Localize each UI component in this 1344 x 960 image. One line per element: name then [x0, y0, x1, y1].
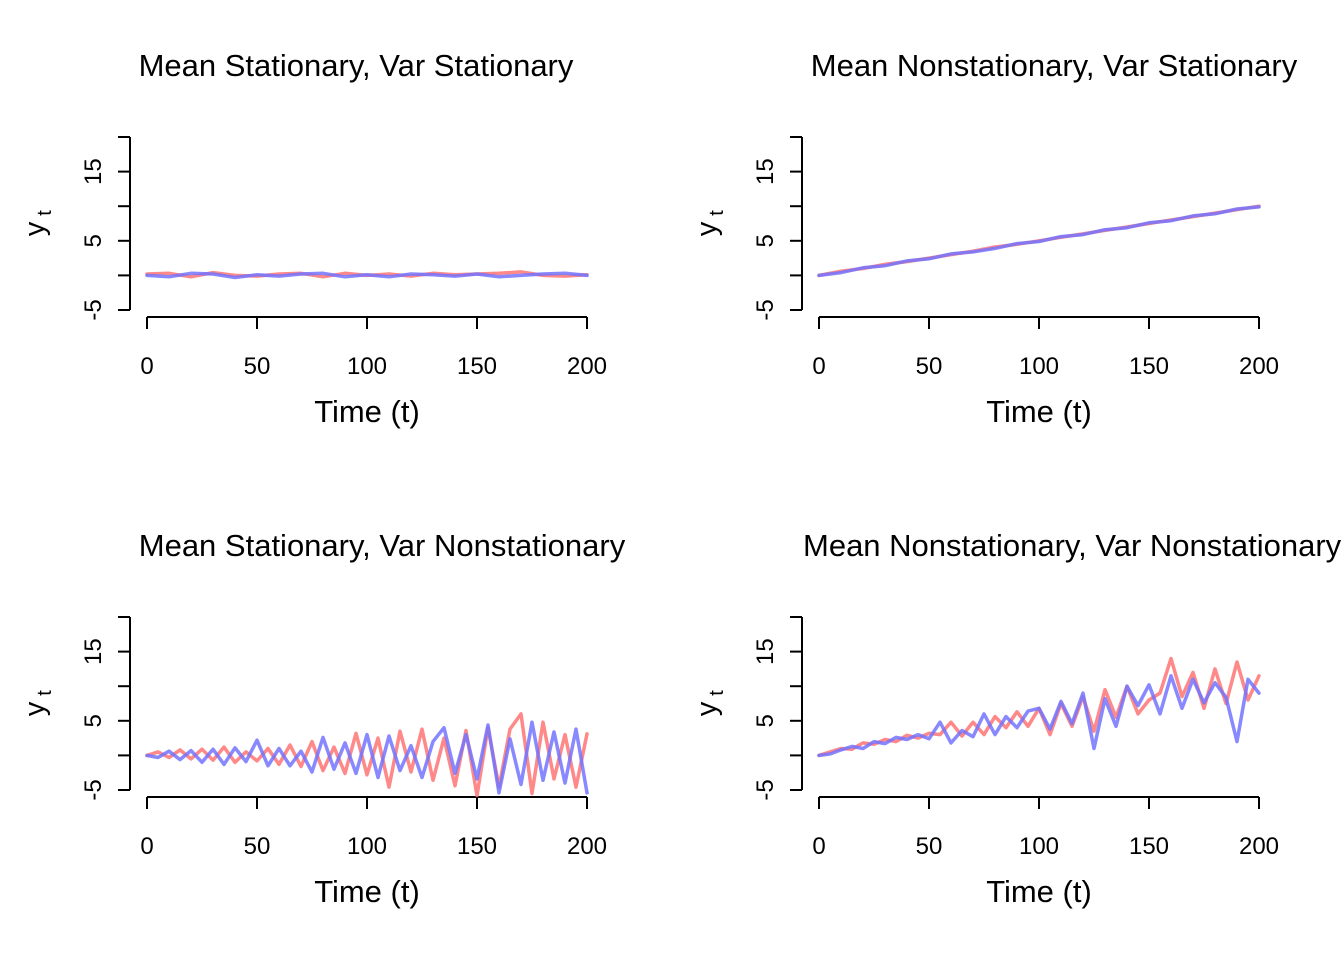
panel-mean-nonstat-var-nonstat: Mean Nonstationary, Var Nonstationary Ti…	[691, 528, 1342, 909]
x-tick-label: 150	[457, 353, 497, 380]
y-tick-label: -5	[80, 299, 107, 320]
x-tick-label: 150	[1129, 833, 1169, 860]
x-tick-label: 200	[567, 353, 607, 380]
x-tick-label: 50	[916, 353, 943, 380]
x-axis-label: Time (t)	[986, 394, 1092, 429]
y-axis-label-subscript: t	[34, 210, 56, 216]
y-axis-label-subscript: t	[706, 690, 728, 696]
x-tick-label: 200	[567, 833, 607, 860]
panel-mean-nonstat-var-stat: Mean Nonstationary, Var Stationary Time …	[691, 48, 1298, 429]
series-line-1	[145, 712, 589, 798]
y-tick-label: 15	[80, 158, 107, 185]
series-line-2	[145, 271, 589, 280]
y-tick-label: 5	[752, 714, 779, 727]
x-tick-label: 150	[1129, 353, 1169, 380]
x-axis-label: Time (t)	[314, 874, 420, 909]
x-tick-label: 50	[244, 353, 271, 380]
y-axis-label-main: y	[19, 221, 51, 236]
x-axis-label: Time (t)	[986, 874, 1092, 909]
series-line-2	[817, 674, 1261, 758]
x-tick-label: 100	[1019, 833, 1059, 860]
x-tick-label: 0	[812, 353, 825, 380]
y-tick-label: -5	[752, 299, 779, 320]
y-tick-label: 5	[80, 714, 107, 727]
y-axis-label-main: y	[19, 701, 51, 716]
x-tick-label: 150	[457, 833, 497, 860]
y-axis-label: y t	[691, 690, 728, 716]
y-tick-label: 15	[752, 638, 779, 665]
y-axis-label-main: y	[691, 221, 723, 236]
series-line-2	[817, 205, 1261, 278]
x-tick-label: 100	[347, 353, 387, 380]
y-tick-label: 15	[752, 158, 779, 185]
x-tick-label: 0	[140, 353, 153, 380]
y-axis-label-subscript: t	[34, 690, 56, 696]
x-tick-label: 100	[347, 833, 387, 860]
x-tick-label: 0	[140, 833, 153, 860]
y-axis-label: y t	[691, 210, 728, 236]
y-tick-label: 15	[80, 638, 107, 665]
y-axis-label: y t	[19, 210, 56, 236]
x-tick-label: 200	[1239, 833, 1279, 860]
panel-title: Mean Stationary, Var Nonstationary	[139, 528, 626, 563]
x-tick-label: 100	[1019, 353, 1059, 380]
x-tick-label: 50	[916, 833, 943, 860]
x-tick-label: 0	[812, 833, 825, 860]
panel-mean-stat-var-nonstat: Mean Stationary, Var Nonstationary Time …	[19, 528, 626, 909]
y-axis-label-main: y	[691, 701, 723, 716]
x-tick-label: 200	[1239, 353, 1279, 380]
panel-title: Mean Nonstationary, Var Nonstationary	[803, 528, 1342, 563]
panel-title: Mean Nonstationary, Var Stationary	[811, 48, 1298, 83]
x-axis-label: Time (t)	[314, 394, 420, 429]
panel-mean-stat-var-stat: Mean Stationary, Var Stationary Time (t)…	[19, 48, 607, 429]
y-tick-label: 5	[80, 234, 107, 247]
x-tick-label: 50	[244, 833, 271, 860]
y-tick-label: -5	[752, 779, 779, 800]
y-tick-label: -5	[80, 779, 107, 800]
y-axis-label-subscript: t	[706, 210, 728, 216]
series-line-2	[145, 720, 589, 795]
y-tick-label: 5	[752, 234, 779, 247]
y-axis-label: y t	[19, 690, 56, 716]
panel-title: Mean Stationary, Var Stationary	[139, 48, 574, 83]
